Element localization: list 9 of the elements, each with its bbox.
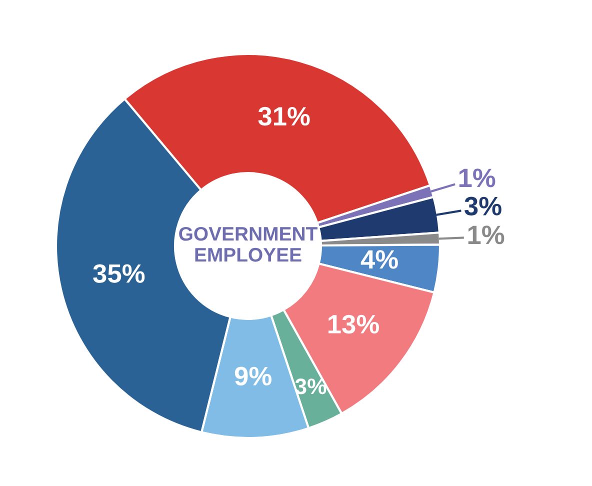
data-label: 9%	[234, 366, 272, 386]
data-label: 4%	[360, 250, 398, 269]
data-label: 3%	[464, 196, 502, 216]
data-label: 13%	[328, 314, 379, 334]
text: GOVERNMENT EMPLOYEE	[179, 226, 318, 262]
data-label: 35%	[93, 264, 145, 283]
data-label: 1%	[468, 226, 504, 244]
data-label: 31%	[258, 106, 310, 126]
data-label: 1%	[459, 168, 496, 188]
